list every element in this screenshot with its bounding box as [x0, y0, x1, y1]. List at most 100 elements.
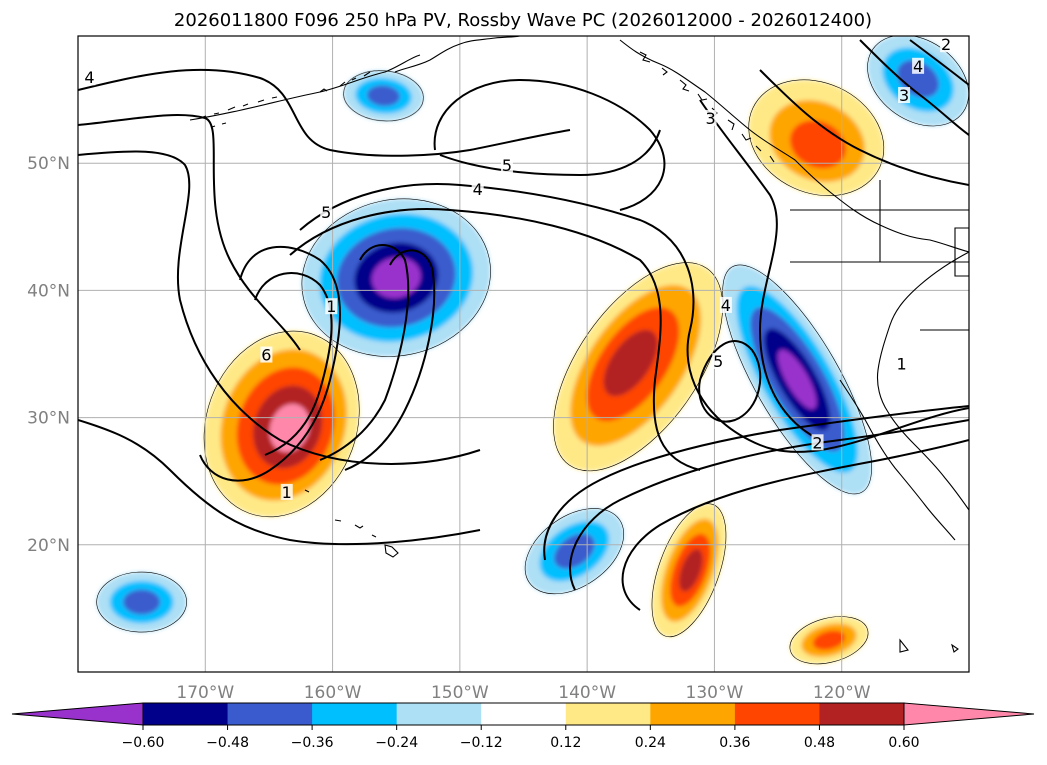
- pv-contour-line: [621, 439, 969, 611]
- colorbar-frame: [142, 702, 905, 726]
- contour-label-bg: [811, 434, 824, 451]
- contour-label-bg: [280, 483, 293, 500]
- contour-label-bg: [712, 352, 725, 369]
- pv-contour-line: [78, 150, 481, 465]
- contour-label-bg: [500, 157, 513, 174]
- contour-label: 4: [473, 180, 483, 199]
- y-tick-label: 50°N: [27, 154, 70, 174]
- contour-label: 4: [913, 57, 923, 76]
- y-tick-label: 40°N: [27, 281, 70, 301]
- pv-contour-line: [759, 69, 969, 186]
- anomaly-outline: [203, 330, 360, 518]
- x-tick-label: 160°W: [304, 683, 362, 703]
- pv-anomaly-field: [96, 36, 969, 665]
- map-frame: [77, 35, 970, 673]
- contour-label: 3: [899, 86, 909, 105]
- contour-label: 5: [321, 203, 331, 222]
- colorbar-segment: [565, 703, 651, 725]
- contour-label: 3: [706, 109, 716, 128]
- anomaly-region: [343, 70, 424, 121]
- anomaly-outline: [96, 571, 187, 633]
- anomaly-outline: [524, 508, 625, 595]
- anomaly-outline: [722, 264, 872, 495]
- contour-label-bg: [912, 57, 925, 74]
- pv-contour-line: [289, 208, 701, 471]
- anomaly-region: [96, 572, 187, 633]
- anomaly-level: [367, 85, 400, 107]
- colorbar-tick-label: 0.24: [635, 735, 666, 751]
- pv-contour-line: [199, 246, 341, 482]
- colorbar-extend-low: [11, 702, 144, 726]
- colorbar-tick-label: −0.48: [206, 735, 249, 751]
- colorbar-tick-label: 0.12: [550, 735, 581, 751]
- chart-title: 2026011800 F096 250 hPa PV, Rossby Wave …: [174, 10, 872, 31]
- y-tick-label: 20°N: [27, 536, 70, 556]
- contour-label: 2: [812, 433, 822, 452]
- colorbar-tick-label: 0.36: [719, 735, 750, 751]
- colorbar-segment: [734, 703, 820, 725]
- anomaly-outline: [343, 70, 424, 122]
- contour-label-bg: [940, 36, 953, 53]
- anomaly-level: [679, 549, 703, 592]
- x-tick-label: 120°W: [813, 683, 871, 703]
- pv-contour-line: [439, 129, 661, 177]
- colorbar-tick-label: −0.60: [122, 735, 165, 751]
- anomaly-region: [525, 508, 624, 594]
- anomaly-fills: [96, 36, 969, 664]
- colorbar-tick-label: −0.12: [460, 735, 503, 751]
- pv-contour-line: [543, 405, 969, 561]
- pv-contour-line: [78, 68, 571, 157]
- pv-contour-line: [319, 244, 410, 461]
- anomaly-region: [204, 331, 360, 517]
- pv-contour-line: [344, 249, 436, 471]
- anomaly-outline: [553, 262, 723, 472]
- pv-contour-line: [909, 39, 969, 86]
- pv-contour-line: [299, 183, 969, 453]
- pv-contour-line: [859, 39, 969, 136]
- contour-label: 1: [326, 297, 336, 316]
- x-axis-ticks: 170°W 160°W 150°W 140°W 130°W 120°W: [176, 683, 870, 703]
- colorbar-segment: [650, 703, 736, 725]
- x-tick-label: 130°W: [686, 683, 744, 703]
- contour-label-bg: [260, 346, 273, 363]
- pv-contour-line: [698, 340, 762, 423]
- y-tick-label: 30°N: [27, 409, 70, 429]
- anomaly-region: [553, 262, 723, 471]
- x-tick-label: 150°W: [431, 683, 489, 703]
- pv-contour-line: [433, 78, 666, 211]
- colorbar: −0.60 −0.48 −0.36 −0.24 −0.12 0.12 0.24 0.36 0.4…: [11, 702, 1035, 751]
- colorbar-tick-label: −0.36: [291, 735, 334, 751]
- anomaly-outline: [301, 198, 491, 357]
- colorbar-tick-label: −0.24: [375, 735, 418, 751]
- anomaly-region: [748, 79, 884, 196]
- colorbar-segment: [396, 703, 482, 725]
- colorbar-segment: [227, 703, 313, 725]
- contour-label: 4: [84, 68, 94, 87]
- contour-label: 2: [941, 35, 951, 54]
- contour-label: 4: [721, 296, 731, 315]
- contour-label: 1: [896, 354, 906, 373]
- colorbar-tick-label: 0.60: [888, 735, 919, 751]
- x-tick-label: 170°W: [176, 683, 234, 703]
- pv-contour-line: [569, 419, 969, 591]
- anomaly-outline: [651, 503, 727, 638]
- anomaly-level: [812, 630, 846, 650]
- contour-label-bg: [719, 296, 732, 313]
- contour-label-bg: [898, 87, 911, 104]
- contour-label: 5: [502, 156, 512, 175]
- anomaly-outline: [789, 616, 869, 665]
- y-axis-ticks: 20°N 30°N 40°N 50°N: [27, 154, 70, 556]
- x-tick-label: 140°W: [558, 683, 616, 703]
- coastlines: [189, 36, 969, 653]
- anomaly-level: [777, 349, 817, 410]
- colorbar-segment: [312, 703, 398, 725]
- contour-label-bg: [83, 69, 96, 86]
- colorbar-segment: [819, 703, 905, 725]
- colorbar-extend-high: [903, 702, 1035, 726]
- pv-contour-line: [699, 99, 821, 441]
- pv-contour-line: [78, 419, 481, 546]
- pv-contour-line: [78, 114, 301, 351]
- anomaly-level: [603, 329, 658, 397]
